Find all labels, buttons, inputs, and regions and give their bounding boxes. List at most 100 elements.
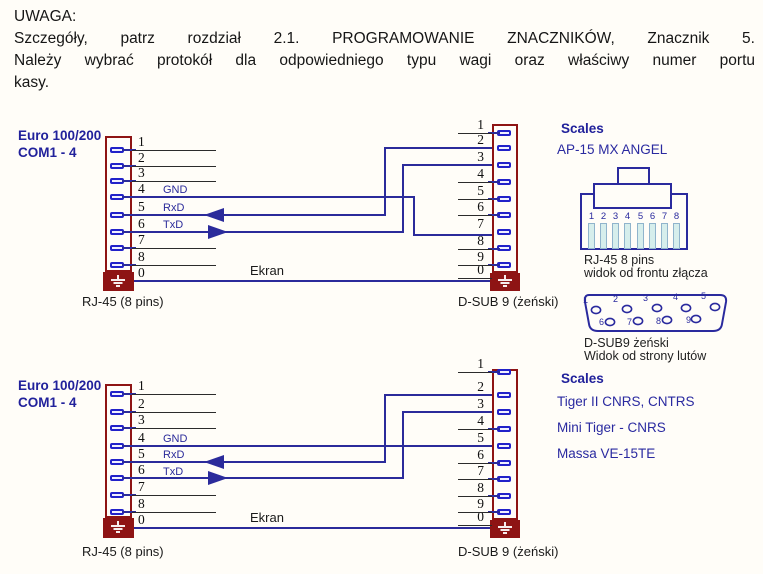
rj45-socket-step	[593, 183, 672, 209]
pin-number: 5	[477, 430, 484, 445]
rj45-slot	[624, 223, 631, 249]
wire-gnd	[413, 196, 415, 236]
wire-gnd	[413, 234, 492, 236]
wire-txd	[402, 164, 492, 166]
rj45-slot	[637, 223, 644, 249]
dsub-caption: D-SUB 9 (żeński)	[458, 294, 559, 309]
pin-number: 5	[477, 183, 484, 198]
dsub-hole-number: 2	[613, 294, 619, 304]
socket-pin-number: 5	[637, 211, 644, 222]
dsub-hole-number: 9	[686, 315, 692, 325]
wire-rxd	[384, 147, 492, 149]
signal-label-shield: Ekran	[250, 263, 284, 278]
txd-direction-arrow-icon	[208, 471, 228, 485]
txd-direction-arrow-icon	[208, 225, 228, 239]
wire-rxd	[384, 394, 386, 463]
socket-pin-number: 7	[661, 211, 668, 222]
socket-caption-2: widok od frontu złącza	[584, 266, 708, 280]
pin-number: 8	[138, 496, 145, 511]
wire-gnd	[122, 196, 415, 198]
pin-number: 2	[138, 150, 145, 165]
ground-symbol-icon	[497, 522, 513, 535]
dsub-hole-number: 5	[701, 291, 707, 301]
dsub-panel-caption-2: Widok od strony lutów	[584, 349, 707, 363]
rxd-direction-arrow-icon	[204, 455, 224, 469]
dsub-hole-number: 8	[656, 316, 662, 326]
signal-label-gnd: GND	[163, 433, 188, 445]
rj45-slot	[673, 223, 680, 249]
pin-number: 6	[138, 216, 145, 231]
pin-number: 1	[477, 117, 484, 132]
device-label-line1: Euro 100/200	[18, 378, 102, 393]
dsub-hole-number: 6	[599, 317, 605, 327]
pin-number: 9	[477, 249, 484, 264]
notice-line-3: kasy.	[14, 74, 50, 91]
dsub-hole-number: 3	[643, 293, 649, 303]
rj45-caption: RJ-45 (8 pins)	[82, 294, 164, 309]
pin-number: 6	[477, 447, 484, 462]
rj45-socket-tab	[617, 167, 650, 185]
wire-txd	[122, 477, 404, 479]
wire-txd	[402, 164, 404, 233]
scales-heading: Scales	[561, 121, 604, 136]
rxd-direction-arrow-icon	[204, 208, 224, 222]
pin-number: 4	[138, 430, 145, 445]
wire-gnd	[122, 445, 492, 447]
pin-number: 6	[138, 462, 145, 477]
pin-mark	[497, 145, 511, 151]
socket-pin-number: 1	[588, 211, 595, 222]
signal-label-rxd: RxD	[163, 202, 185, 214]
pin-number: 7	[477, 216, 484, 231]
wire-txd	[122, 231, 404, 233]
socket-pin-number: 3	[612, 211, 619, 222]
pin-number: 0	[138, 512, 145, 527]
notice-line-2: Należy wybrać protokół dla odpowiedniego…	[14, 52, 755, 69]
ground-symbol-icon	[110, 521, 126, 534]
rj45-slot	[649, 223, 656, 249]
scale-model: Tiger II CNRS, CNTRS	[557, 394, 695, 409]
rj45-connector	[105, 384, 132, 518]
pin-number: 1	[138, 378, 145, 393]
notice-title: UWAGA:	[14, 8, 77, 25]
rj45-slot	[661, 223, 668, 249]
pin-mark	[497, 392, 511, 398]
pin-number: 6	[477, 199, 484, 214]
signal-label-gnd: GND	[163, 184, 188, 196]
scale-model: Mini Tiger - CNRS	[557, 420, 666, 435]
rj45-slot	[612, 223, 619, 249]
wire-txd	[402, 411, 404, 479]
rj45-ground-box	[103, 272, 134, 291]
signal-label-txd: TxD	[163, 219, 184, 231]
pin-number: 0	[138, 265, 145, 280]
socket-caption-1: RJ-45 8 pins	[584, 253, 655, 267]
dsub-female-drawing	[583, 294, 728, 332]
wire-rxd	[384, 394, 492, 396]
pin-number: 3	[138, 412, 145, 427]
pin-number: 7	[138, 232, 145, 247]
pin-mark	[497, 162, 511, 168]
rj45-slot	[600, 223, 607, 249]
device-label-line2: COM1 - 4	[18, 145, 77, 160]
pin-number: 2	[138, 396, 145, 411]
pin-number: 0	[477, 509, 484, 524]
signal-label-rxd: RxD	[163, 449, 185, 461]
pin-number: 3	[138, 165, 145, 180]
pin-mark	[497, 409, 511, 415]
dsub-hole-number: 4	[673, 292, 679, 302]
rj45-connector	[105, 136, 132, 272]
ground-symbol-icon	[110, 275, 126, 288]
pin-number: 3	[477, 149, 484, 164]
signal-label-txd: TxD	[163, 466, 184, 478]
signal-label-shield: Ekran	[250, 510, 284, 525]
pin-number: 9	[477, 496, 484, 511]
dsub-panel-caption-1: D-SUB9 żeński	[584, 336, 669, 350]
pin-number: 0	[477, 262, 484, 277]
device-label-line1: Euro 100/200	[18, 128, 102, 143]
ground-symbol-icon	[497, 275, 513, 288]
wire-shield	[134, 527, 491, 529]
pin-number: 3	[477, 396, 484, 411]
pin-number: 7	[477, 463, 484, 478]
pin-number: 1	[477, 356, 484, 371]
dsub-hole-number: 1	[583, 295, 589, 305]
